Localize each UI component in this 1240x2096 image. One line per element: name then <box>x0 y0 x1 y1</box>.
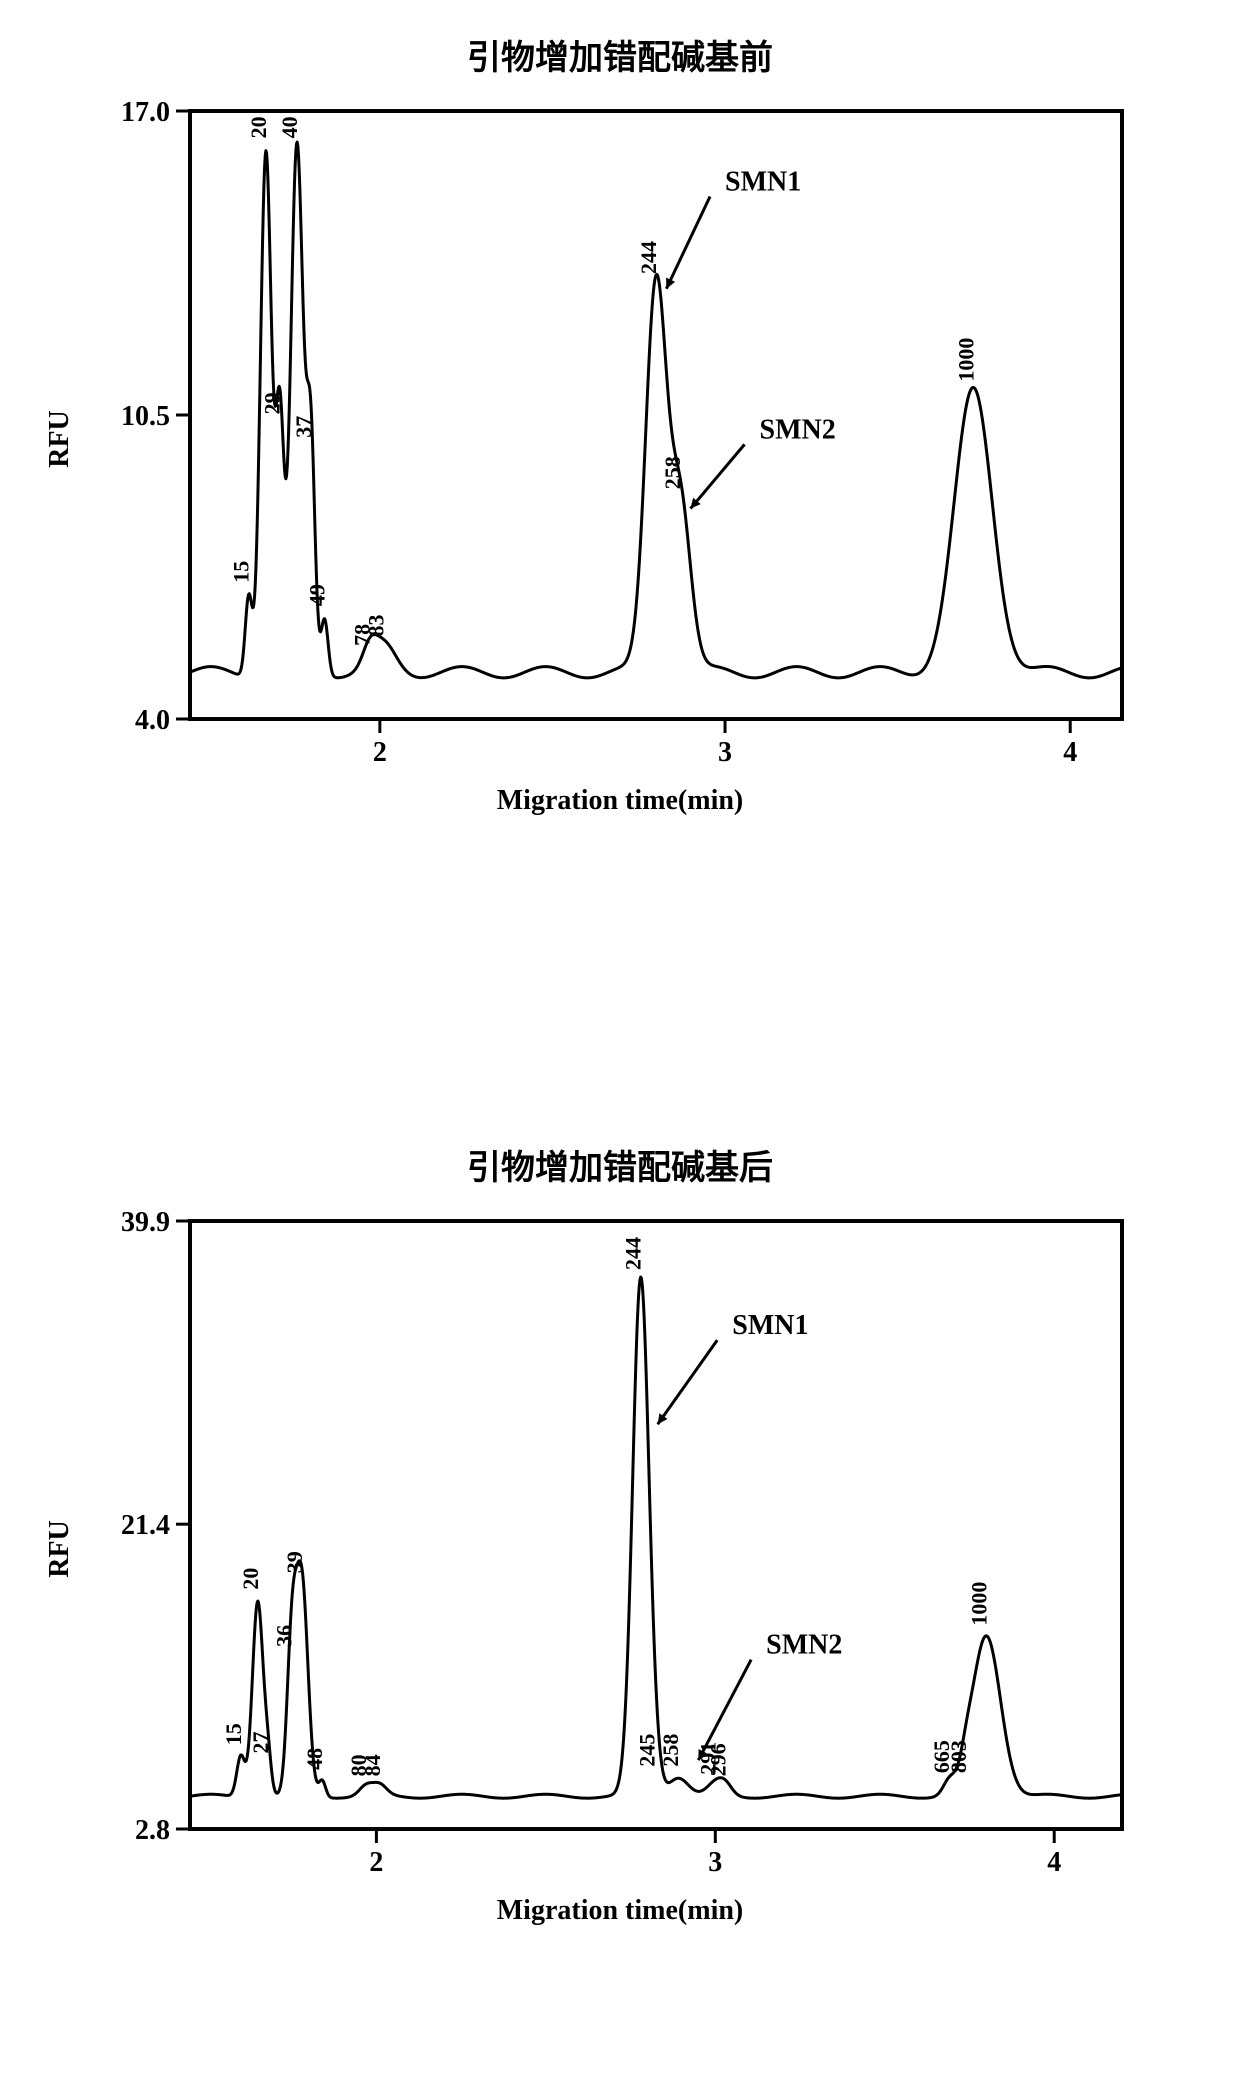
plot-area: RFU 4.010.517.02341520294037497883244258… <box>100 99 1140 779</box>
plot-area: RFU 2.821.439.92341520273639488084244245… <box>100 1209 1140 1889</box>
svg-text:245: 245 <box>634 1734 659 1767</box>
x-axis-label: Migration time(min) <box>100 1895 1140 1927</box>
svg-text:244: 244 <box>621 1237 646 1270</box>
svg-text:2: 2 <box>373 737 387 768</box>
svg-text:803: 803 <box>946 1740 971 1773</box>
svg-text:SMN2: SMN2 <box>760 414 836 445</box>
svg-text:1000: 1000 <box>954 338 979 382</box>
y-axis-label: RFU <box>44 410 76 468</box>
chart-before: 引物增加错配碱基前 RFU 4.010.517.0234152029403749… <box>100 30 1140 817</box>
svg-text:49: 49 <box>305 584 330 606</box>
svg-text:83: 83 <box>363 615 388 637</box>
svg-text:10.5: 10.5 <box>121 401 170 432</box>
svg-text:4: 4 <box>1063 737 1077 768</box>
electropherogram-svg: 2.821.439.923415202736394880842442452582… <box>100 1209 1140 1889</box>
chart-after: 引物增加错配碱基后 RFU 2.821.439.9234152027363948… <box>100 1140 1140 1927</box>
svg-text:39.9: 39.9 <box>121 1209 170 1238</box>
svg-text:4.0: 4.0 <box>135 705 170 736</box>
svg-text:SMN1: SMN1 <box>732 1310 808 1341</box>
svg-text:3: 3 <box>718 737 732 768</box>
svg-text:4: 4 <box>1047 1847 1061 1878</box>
svg-text:40: 40 <box>277 116 302 138</box>
svg-text:20: 20 <box>246 116 271 138</box>
x-axis-label: Migration time(min) <box>100 785 1140 817</box>
svg-text:17.0: 17.0 <box>121 99 170 128</box>
svg-text:39: 39 <box>282 1551 307 1573</box>
svg-text:258: 258 <box>660 456 685 489</box>
chart-title: 引物增加错配碱基后 <box>100 1140 1140 1189</box>
electropherogram-svg: 4.010.517.023415202940374978832442581000… <box>100 99 1140 779</box>
svg-text:48: 48 <box>302 1748 327 1770</box>
svg-text:258: 258 <box>658 1734 683 1767</box>
svg-text:3: 3 <box>708 1847 722 1878</box>
svg-text:84: 84 <box>360 1754 385 1776</box>
svg-text:SMN1: SMN1 <box>725 167 801 198</box>
svg-text:15: 15 <box>221 1723 246 1745</box>
svg-text:2: 2 <box>369 1847 383 1878</box>
svg-text:15: 15 <box>229 561 254 583</box>
svg-text:SMN2: SMN2 <box>766 1630 842 1661</box>
svg-text:2.8: 2.8 <box>135 1815 170 1846</box>
y-axis-label: RFU <box>44 1520 76 1578</box>
svg-text:1000: 1000 <box>966 1582 991 1626</box>
chart-title: 引物增加错配碱基前 <box>100 30 1140 79</box>
svg-text:36: 36 <box>272 1625 297 1647</box>
svg-text:29: 29 <box>260 392 285 414</box>
svg-text:296: 296 <box>705 1743 730 1776</box>
page: 引物增加错配碱基前 RFU 4.0 10.5 17.0 2 3 4 15 20 29 40 37 49… <box>0 0 1240 2096</box>
svg-text:20: 20 <box>238 1568 263 1590</box>
svg-text:21.4: 21.4 <box>121 1510 170 1541</box>
svg-text:37: 37 <box>291 416 316 438</box>
svg-text:244: 244 <box>636 241 661 274</box>
svg-text:27: 27 <box>248 1731 273 1753</box>
